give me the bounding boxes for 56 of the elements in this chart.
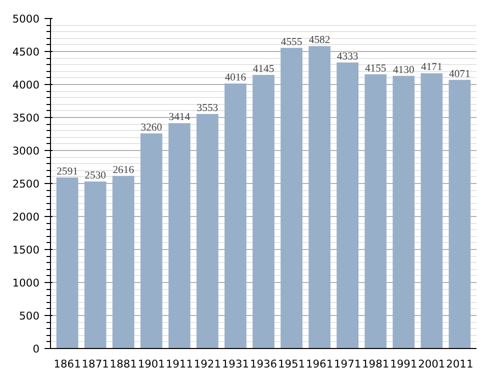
bar <box>140 133 162 348</box>
bar <box>364 74 387 348</box>
data-label: 3414 <box>168 112 191 124</box>
data-label: 4155 <box>364 63 386 74</box>
bar <box>392 76 415 348</box>
y-tick-label: 2500 <box>12 178 40 190</box>
bar <box>448 80 471 348</box>
x-tick-label: 1936 <box>250 358 278 370</box>
bar <box>280 48 302 348</box>
data-label: 3260 <box>140 122 162 134</box>
y-tick-label: 3500 <box>12 112 40 124</box>
x-tick-label: 1971 <box>334 358 362 370</box>
bar <box>224 83 246 348</box>
y-tick-label: 4000 <box>12 78 40 92</box>
x-tick-label: 1931 <box>222 358 250 370</box>
x-tick-label: 2001 <box>418 358 446 370</box>
data-label: 4130 <box>392 64 414 76</box>
x-tick-label: 1901 <box>138 358 165 370</box>
bar <box>168 123 190 348</box>
data-label: 2591 <box>56 166 78 178</box>
bar <box>336 62 359 348</box>
data-label: 3553 <box>196 103 218 114</box>
data-label: 2530 <box>84 170 106 182</box>
data-label: 4582 <box>308 35 330 46</box>
bar <box>84 182 106 348</box>
bar <box>112 176 134 348</box>
x-tick-label: 1911 <box>166 358 193 370</box>
x-tick-label: 1961 <box>306 358 334 370</box>
y-tick-label: 4500 <box>12 46 40 58</box>
bar <box>420 73 443 348</box>
y-tick-label: 2000 <box>12 210 40 224</box>
y-tick-label: 1500 <box>12 244 40 256</box>
y-tick-label: 1000 <box>12 276 40 290</box>
data-label: 2616 <box>112 164 135 176</box>
bar <box>252 74 274 348</box>
x-tick-label: 1981 <box>362 358 390 370</box>
data-label: 4171 <box>421 62 442 74</box>
bar <box>308 46 330 348</box>
data-label: 4145 <box>252 64 274 75</box>
y-tick-label: 5000 <box>12 12 40 26</box>
x-tick-label: 1861 <box>54 358 81 370</box>
x-tick-label: 1881 <box>110 358 137 370</box>
data-label: 4071 <box>449 68 470 80</box>
x-tick-label: 1871 <box>82 358 109 370</box>
y-tick-label: 500 <box>19 310 40 322</box>
bar <box>196 114 218 348</box>
y-tick-label: 0 <box>32 342 40 356</box>
x-tick-label: 1951 <box>278 358 306 370</box>
data-label: 4555 <box>280 36 302 48</box>
x-tick-label: 1991 <box>390 358 418 370</box>
x-tick-label: 2011 <box>446 358 474 370</box>
bar <box>56 177 78 348</box>
data-label: 4016 <box>224 72 247 84</box>
data-label: 4333 <box>336 52 358 63</box>
y-tick-label: 3000 <box>12 144 40 158</box>
x-tick-label: 1921 <box>194 358 222 370</box>
